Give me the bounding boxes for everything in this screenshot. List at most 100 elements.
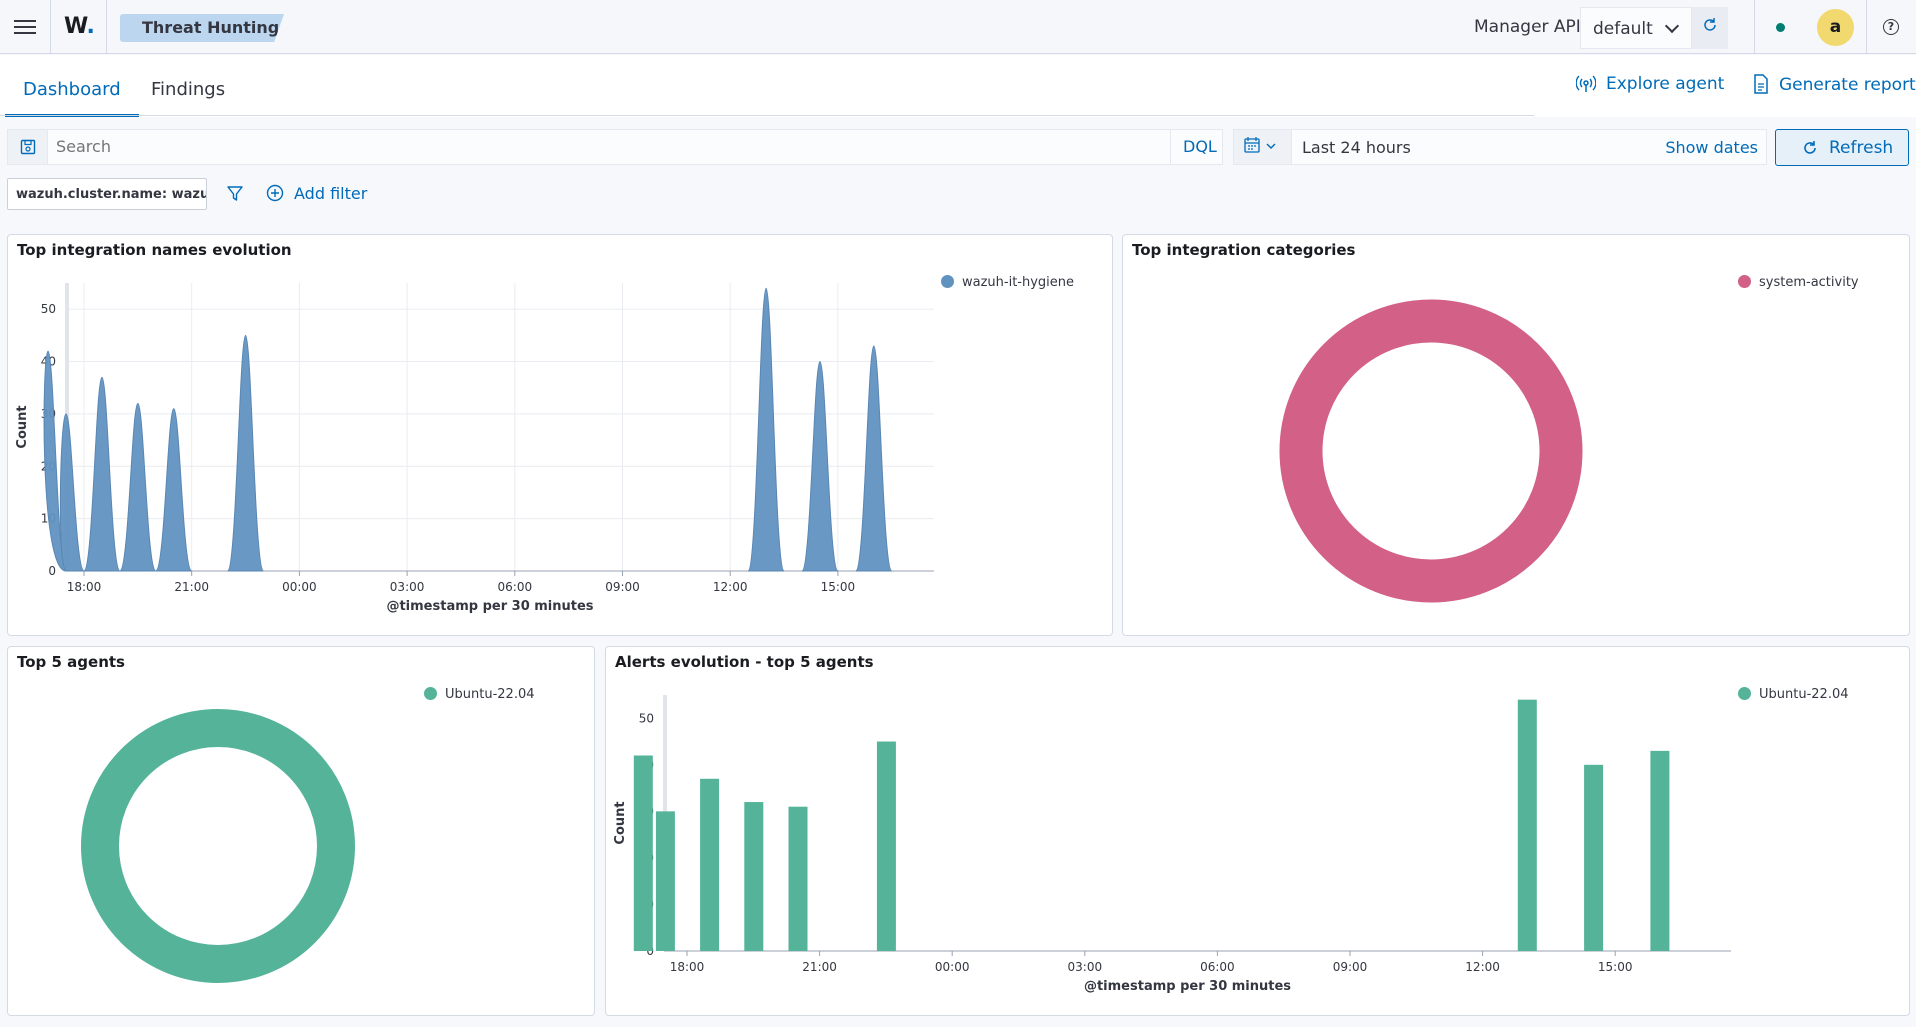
refresh-button[interactable]: Refresh (1775, 129, 1909, 166)
x-tick-label: 15:00 (821, 580, 856, 594)
x-axis-label: @timestamp per 30 minutes (1084, 979, 1291, 994)
donut-slice-system-activity[interactable] (1279, 299, 1583, 603)
area-chart: 0102030405018:0021:0000:0003:0006:0009:0… (15, 283, 934, 614)
quick-date-menu[interactable] (1234, 130, 1292, 164)
breadcrumb-threat-hunting[interactable]: Threat Hunting (120, 14, 284, 42)
divider (1754, 0, 1755, 54)
calendar-icon (1244, 137, 1276, 153)
dql-toggle[interactable]: DQL (1170, 130, 1224, 164)
legend-item[interactable]: wazuh-it-hygiene (941, 275, 1074, 290)
bar (633, 755, 653, 951)
bar (700, 778, 720, 951)
tabs-divider (0, 115, 1534, 116)
x-tick-label: 09:00 (605, 580, 640, 594)
menu-icon[interactable] (14, 16, 36, 38)
filter-pill-cluster[interactable]: wazuh.cluster.name: wazuh (7, 178, 207, 210)
x-tick-label: 00:00 (935, 960, 970, 974)
legend-item[interactable]: Ubuntu-22.04 (1738, 687, 1849, 702)
y-tick-label: 0 (48, 564, 56, 578)
date-range-text[interactable]: Last 24 hours (1302, 138, 1411, 157)
x-tick-label: 12:00 (713, 580, 748, 594)
x-tick-label: 03:00 (390, 580, 425, 594)
manager-api-label: Manager API (1474, 17, 1581, 37)
generate-report-button[interactable]: Generate report (1753, 74, 1916, 95)
save-icon (20, 139, 36, 155)
bar (655, 811, 675, 951)
bar (788, 806, 808, 951)
explore-agent-button[interactable]: Explore agent (1575, 74, 1724, 94)
area-peak (83, 376, 121, 572)
x-tick-label: 15:00 (1598, 960, 1633, 974)
broadcast-icon (1575, 75, 1597, 92)
legend-item[interactable]: system-activity (1738, 275, 1859, 290)
x-tick-label: 18:00 (670, 960, 705, 974)
tab-findings[interactable]: Findings (151, 79, 226, 100)
x-tick-label: 21:00 (802, 960, 837, 974)
area-peak (747, 287, 785, 572)
tabs-bar: Dashboard Findings Explore agent Generat… (0, 55, 1916, 117)
panel-integration-categories: Top integration categories system-activi… (1122, 234, 1910, 636)
add-filter-button[interactable]: Add filter (266, 184, 367, 203)
x-tick-label: 21:00 (174, 580, 209, 594)
refresh-label: Refresh (1829, 138, 1894, 158)
area-peak (227, 334, 265, 572)
legend-swatch-icon (1738, 275, 1751, 288)
x-tick-label: 09:00 (1333, 960, 1368, 974)
manager-api-select[interactable]: default (1580, 7, 1692, 49)
legend-swatch-icon (424, 687, 437, 700)
area-peak (59, 413, 85, 572)
legend-item[interactable]: Ubuntu-22.04 (424, 687, 535, 702)
search-bar: DQL (7, 129, 1223, 165)
area-peak (155, 408, 193, 572)
y-axis-label: Count (15, 405, 30, 448)
area-peak (43, 350, 67, 572)
divider (50, 0, 51, 54)
help-icon[interactable]: ? (1883, 19, 1899, 35)
bar (876, 741, 896, 951)
filter-icon[interactable] (226, 185, 244, 203)
y-axis-label: Count (613, 801, 628, 844)
bar-chart: 0102030405018:0021:0000:0003:0006:0009:0… (613, 695, 1731, 994)
donut-chart (81, 709, 355, 983)
x-tick-label: 12:00 (1465, 960, 1500, 974)
x-tick-label: 03:00 (1068, 960, 1103, 974)
x-tick-label: 00:00 (282, 580, 317, 594)
bar (1584, 764, 1604, 951)
panel-top-agents: Top 5 agents Ubuntu-22.04 (7, 646, 595, 1016)
panel-integration-evolution: Top integration names evolution wazuh-it… (7, 234, 1113, 636)
refresh-icon (1704, 18, 1716, 31)
divider (106, 0, 107, 54)
area-peak (855, 345, 893, 572)
status-dot-icon (1776, 23, 1785, 32)
legend-swatch-icon (941, 275, 954, 288)
x-tick-label: 18:00 (67, 580, 102, 594)
plus-circle-icon (266, 184, 284, 202)
y-tick-label: 50 (639, 711, 654, 725)
panel-title: Top 5 agents (17, 653, 125, 671)
bar (1650, 750, 1670, 951)
panel-alerts-evolution: Alerts evolution - top 5 agents Ubuntu-2… (605, 646, 1910, 1016)
avatar[interactable]: a (1817, 9, 1854, 46)
save-query-button[interactable] (8, 130, 48, 164)
bar (744, 802, 764, 951)
legend-swatch-icon (1738, 687, 1751, 700)
document-icon (1754, 74, 1768, 94)
y-tick-label: 50 (41, 302, 56, 316)
wazuh-logo[interactable]: W. (64, 14, 95, 39)
reload-api-button[interactable] (1692, 7, 1728, 49)
show-dates-link[interactable]: Show dates (1665, 138, 1758, 157)
divider (1866, 0, 1867, 54)
panel-title: Top integration names evolution (17, 241, 292, 259)
date-picker: Last 24 hours Show dates (1233, 129, 1767, 165)
tab-dashboard[interactable]: Dashboard (5, 79, 139, 117)
x-tick-label: 06:00 (498, 580, 533, 594)
x-axis-label: @timestamp per 30 minutes (386, 599, 593, 614)
panel-title: Alerts evolution - top 5 agents (615, 653, 874, 671)
refresh-icon (1804, 141, 1816, 154)
bar (1517, 699, 1537, 951)
donut-chart (1279, 299, 1583, 603)
search-input[interactable] (56, 137, 1156, 156)
panel-title: Top integration categories (1132, 241, 1356, 259)
area-peak (801, 361, 839, 572)
donut-slice-ubuntu[interactable] (81, 709, 355, 983)
